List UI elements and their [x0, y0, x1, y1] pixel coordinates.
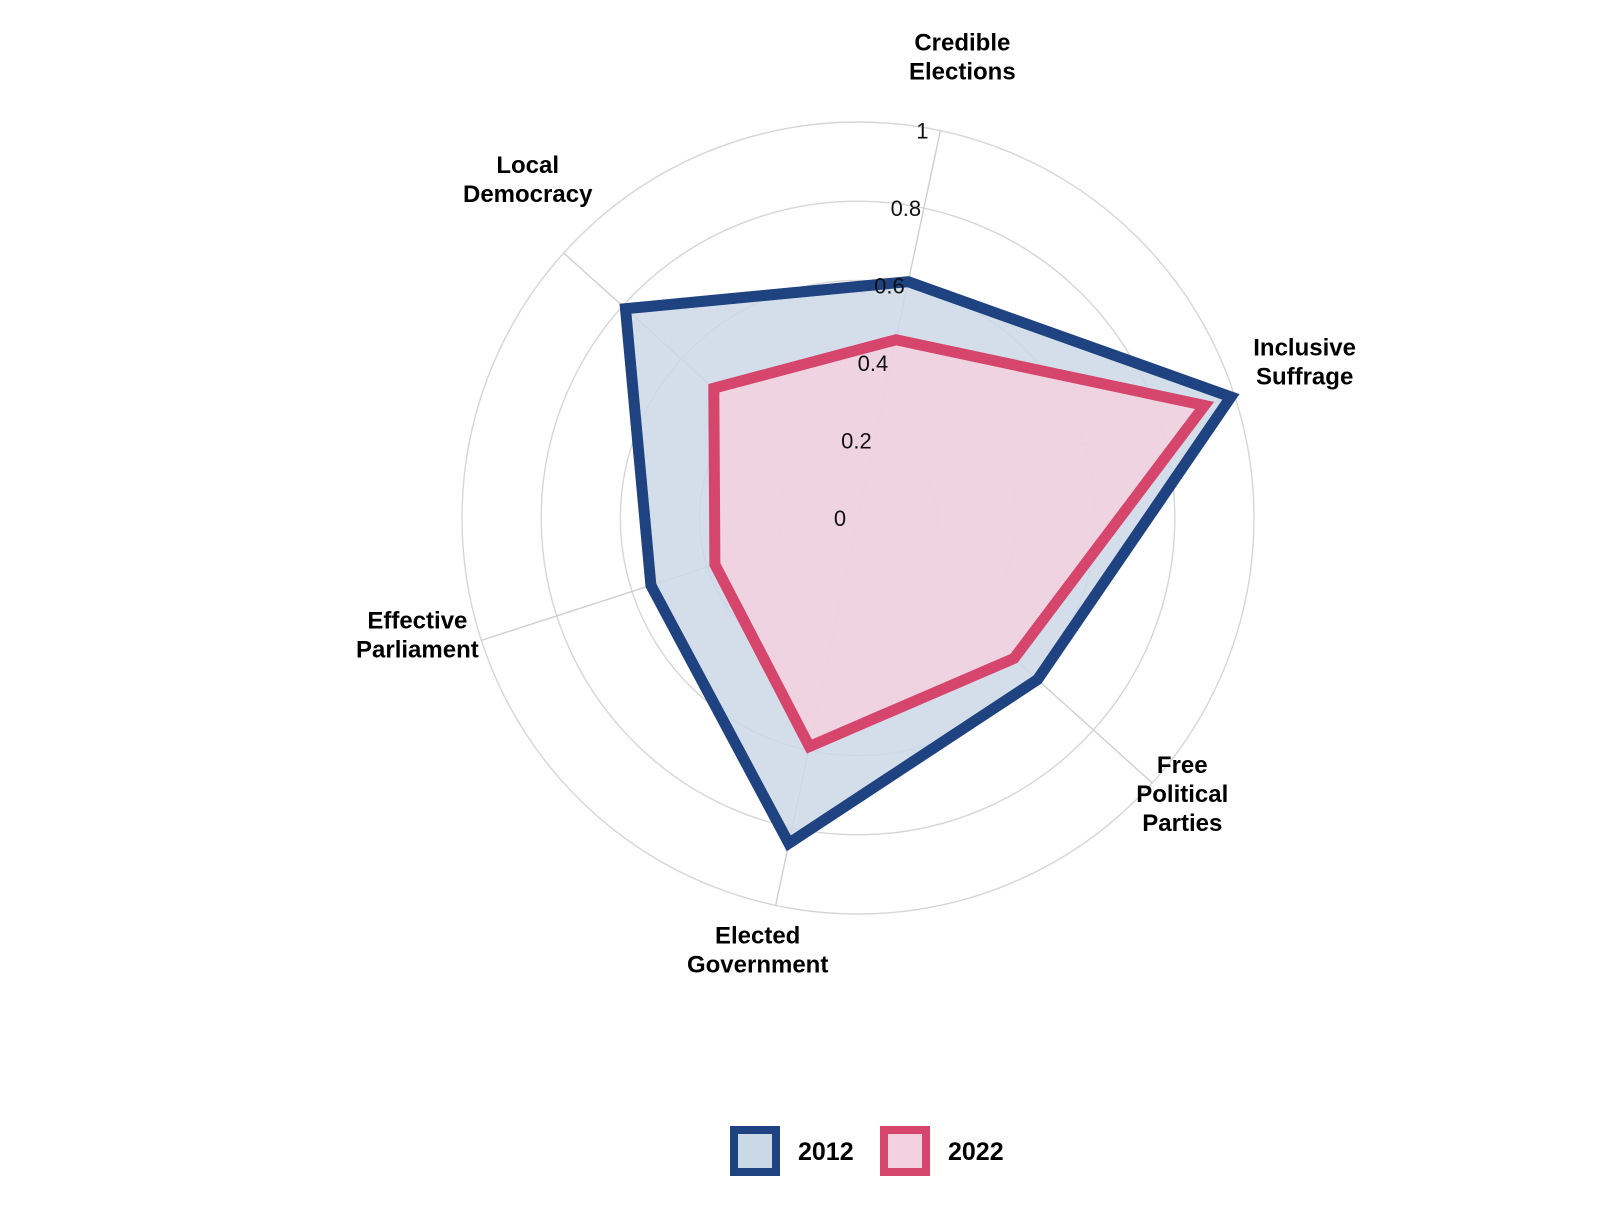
legend-label-2012: 2012	[798, 1138, 854, 1166]
axis-label: Elected Government	[687, 922, 828, 978]
axis-label: Credible Elections	[909, 30, 1016, 86]
axis-label: Local Democracy	[463, 152, 593, 208]
series-layer	[619, 276, 1240, 852]
axis-label: Free Political Parties	[1136, 752, 1228, 837]
series-fill-2022	[713, 339, 1205, 747]
legend-label-2022: 2022	[948, 1138, 1004, 1166]
axis-label-line: Parliament	[356, 636, 479, 663]
axis-label-line: Inclusive	[1253, 335, 1356, 362]
axis-label-line: Suffrage	[1256, 364, 1353, 391]
tick-label: 0.8	[891, 196, 922, 221]
axis-label-line: Local	[496, 152, 559, 179]
tick-label: 1	[916, 119, 928, 144]
series-line-2012	[619, 276, 1240, 852]
grid-circle	[540, 200, 1176, 836]
axis-labels: Credible Elections Inclusive Suffrage Free Po…	[356, 30, 1356, 979]
series-line-2022	[708, 334, 1215, 754]
legend-swatch-2012	[730, 1126, 780, 1176]
axis-label-line: Elected	[715, 922, 800, 949]
grid-circle	[461, 121, 1255, 915]
axis-label-line: Free	[1157, 752, 1208, 779]
axis-label: Inclusive Suffrage	[1253, 335, 1356, 391]
axis-label-line: Government	[687, 951, 828, 978]
legend: 2012 2022	[730, 1126, 1004, 1176]
axis-label-line: Democracy	[463, 181, 593, 208]
axis-label-line: Elections	[909, 59, 1016, 86]
tick-label: 0.2	[841, 429, 872, 454]
tick-label: 0.6	[874, 274, 905, 299]
tick-label: 0.4	[858, 351, 889, 376]
axis-label-line: Parties	[1142, 810, 1222, 837]
axis-label-line: Effective	[367, 607, 467, 634]
tick-label: 0	[834, 506, 846, 531]
axis-label-line: Credible	[914, 30, 1010, 57]
axis-label: Effective Parliament	[356, 607, 479, 663]
axis-label-line: Political	[1136, 781, 1228, 808]
legend-swatch-2022	[880, 1126, 930, 1176]
tick-labels: 0 0.2 0.4 0.6 0.8 1	[834, 119, 929, 531]
